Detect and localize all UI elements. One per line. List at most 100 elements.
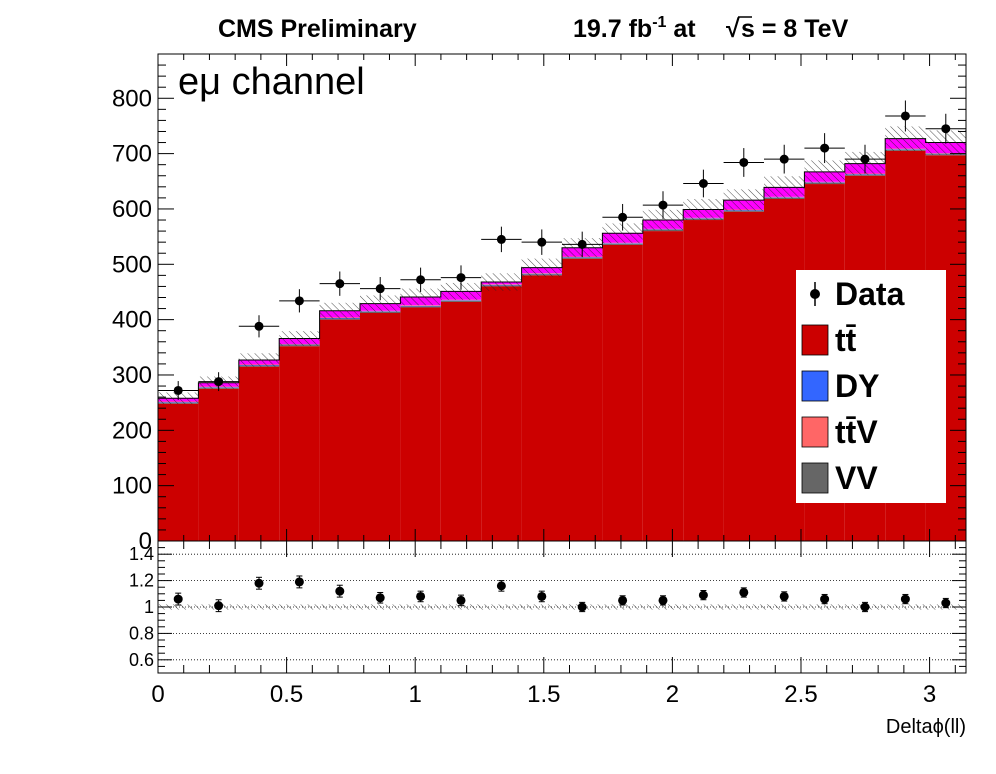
ratio-tick-label: 1: [144, 597, 154, 617]
lumi-at: at: [666, 15, 696, 43]
uncertainty-band-bin: [764, 176, 805, 199]
legend-vv-swatch: [801, 462, 829, 494]
ratio-point: [335, 586, 345, 596]
ratio-tick-label: 1.2: [129, 571, 154, 591]
data-point: [496, 234, 506, 244]
ratio-point: [820, 594, 830, 604]
ratio-point: [860, 602, 870, 612]
ratio-point: [416, 591, 426, 601]
ratio-band-bin: [804, 604, 845, 610]
uncertainty-band-bin: [683, 199, 724, 221]
stack-bar-ttbar: [360, 312, 401, 541]
data-point: [375, 284, 385, 294]
data-point: [900, 111, 910, 121]
ratio-band-bin: [683, 604, 724, 610]
uncertainty-band-bin: [360, 295, 401, 312]
y-tick-label: 200: [112, 417, 152, 444]
uncertainty-band-bin: [400, 288, 441, 306]
data-point: [577, 239, 587, 249]
stack-bar-ttbar: [238, 366, 280, 541]
stack-bar-vv: [602, 243, 643, 245]
y-tick-label: 500: [112, 251, 152, 278]
x-tick-label: 1: [409, 681, 422, 708]
stack-bar-ttbar: [562, 258, 603, 541]
stack-bar-vv: [723, 210, 764, 212]
ratio-band-bin: [440, 604, 482, 610]
legend-data-marker: [810, 282, 820, 306]
data-point: [618, 212, 628, 222]
stack-bar-dy: [440, 300, 482, 301]
data-point: [537, 237, 547, 247]
data-point: [739, 157, 749, 167]
ratio-tick-label: 0.8: [129, 623, 154, 643]
ratio-point: [618, 595, 628, 605]
uncertainty-band-bin: [440, 282, 482, 300]
ratio-band-bin: [764, 604, 805, 610]
ratio-uncertainty-band: [158, 604, 966, 610]
data-point: [294, 296, 304, 306]
data-point: [941, 124, 951, 134]
sqrt-symbol: √: [726, 15, 740, 43]
ratio-band-bin: [400, 604, 441, 610]
stack-bar-ttbar: [279, 346, 320, 541]
main-axes: 0 100 200 300 400 500 600 700 800: [112, 53, 967, 555]
ratio-band-bin: [279, 604, 320, 610]
cms-label: CMS Preliminary: [218, 15, 417, 43]
uncertainty-band-bin: [481, 273, 522, 291]
y-tick-label: 100: [112, 473, 152, 500]
ratio-point: [900, 594, 910, 604]
x-tick-label: 1.5: [527, 681, 560, 708]
data-points: [158, 100, 966, 400]
data-point: [173, 385, 183, 395]
y-tick-label: 400: [112, 307, 152, 334]
ratio-band-bin: [885, 604, 926, 610]
data-point: [456, 273, 466, 283]
y-tick-label: 300: [112, 362, 152, 389]
data-point: [254, 321, 264, 331]
legend-vv-label: VV: [835, 460, 878, 496]
y-tick-label: 800: [112, 85, 152, 112]
stack-bar-ttbar: [642, 231, 684, 541]
stack-bar-ttbar: [198, 388, 239, 541]
stack-bar-vv: [319, 318, 360, 320]
legend-ttv-swatch: [801, 416, 829, 448]
lumi-label: 19.7 fb-1 at: [573, 14, 696, 43]
legend-ttbar-swatch: [801, 324, 829, 356]
stack-bar-dy: [400, 305, 441, 307]
legend-dy-swatch: [801, 370, 829, 402]
stack-bar-ttv: [440, 299, 482, 301]
ratio-point: [456, 595, 466, 605]
stack-bar-ttbar: [319, 319, 360, 541]
uncertainty-band-bin: [723, 189, 764, 211]
x-tick-label: 3: [923, 681, 936, 708]
lumi-value: 19.7 fb: [573, 15, 652, 43]
data-point: [416, 275, 426, 285]
stack-bar-vv: [562, 257, 603, 259]
stack-bar-vv: [440, 300, 482, 302]
y-tick-label: 600: [112, 196, 152, 223]
stack-bar-ttbar: [683, 220, 724, 542]
ratio-band-bin: [642, 604, 684, 610]
ratio-point: [658, 595, 668, 605]
stack-bar-ttv: [400, 305, 441, 306]
ratio-point: [496, 581, 506, 591]
ratio-tick-label: 0.6: [129, 650, 154, 670]
legend-dy-label: DY: [835, 368, 879, 404]
ratio-band-bin: [360, 604, 401, 610]
ratio-band-bin: [238, 604, 280, 610]
ratio-band-bin: [521, 604, 562, 610]
uncertainty-band-bin: [238, 353, 280, 367]
stack-bar-ttbar: [481, 286, 522, 541]
legend-ttbar-label: tt̄: [835, 322, 857, 358]
channel-label: eμ channel: [178, 61, 365, 103]
y-tick-label: 0: [139, 528, 152, 555]
ratio-point: [537, 591, 547, 601]
x-tick-label: 0: [151, 681, 164, 708]
legend-ttv-label: tt̄V: [835, 414, 878, 450]
ratio-band-bin: [723, 604, 764, 610]
stack-bar-dy: [562, 257, 603, 258]
data-point: [820, 143, 830, 153]
stack-bar-vv: [642, 229, 684, 232]
x-tick-label: 2.5: [784, 681, 817, 708]
data-point: [214, 377, 224, 387]
